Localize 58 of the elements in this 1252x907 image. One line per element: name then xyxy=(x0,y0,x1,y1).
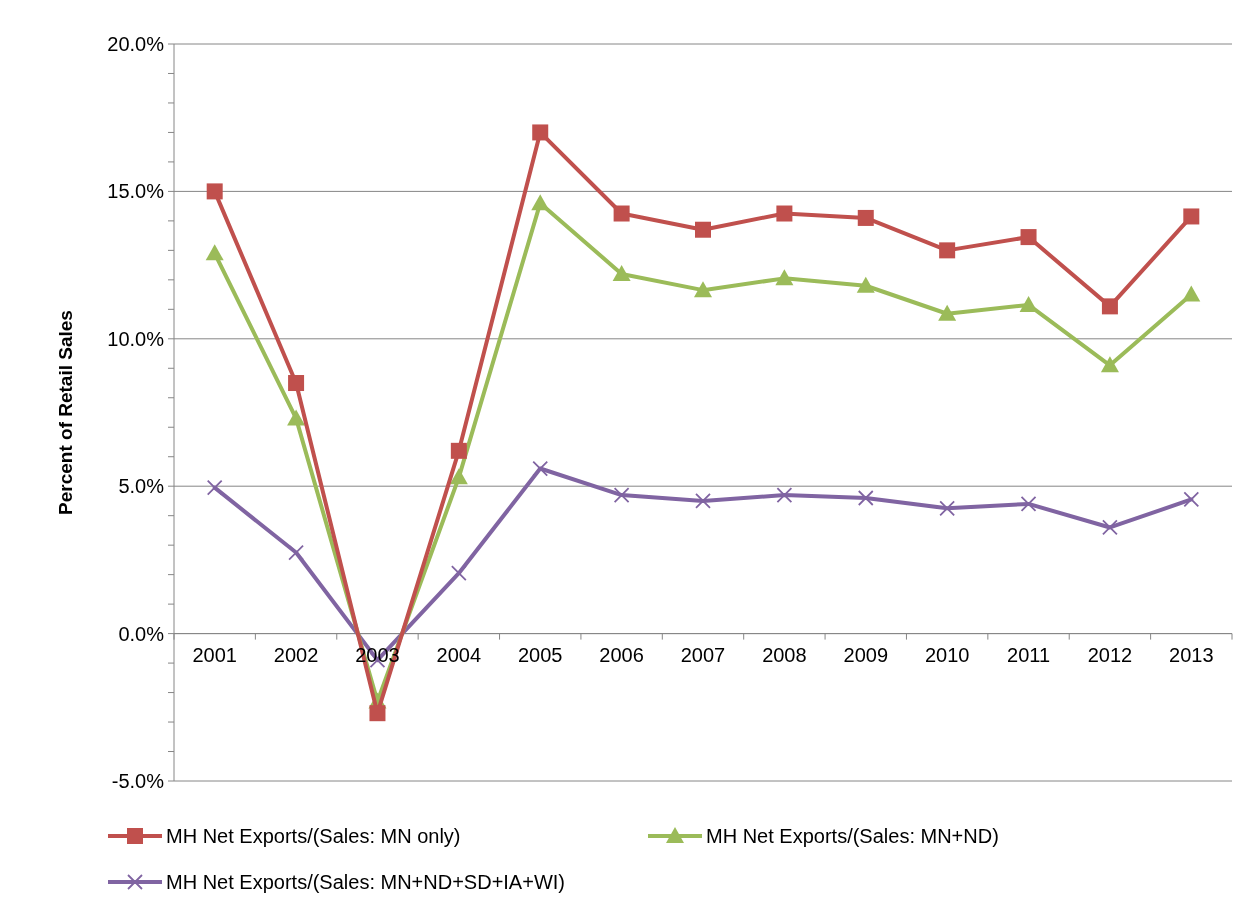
x-tick-label: 2006 xyxy=(599,643,644,666)
point xyxy=(775,269,794,286)
y-tick-label: 20.0% xyxy=(107,33,165,55)
point xyxy=(205,244,224,261)
point xyxy=(288,544,304,561)
point xyxy=(449,468,468,485)
point xyxy=(1101,298,1118,315)
legend-label: MH Net Exports/(Sales: MN+ND+SD+IA+WI) xyxy=(166,871,565,893)
point xyxy=(776,487,793,503)
x-tick-label: 2005 xyxy=(517,643,563,666)
point xyxy=(857,209,874,226)
x-tick-label: 2007 xyxy=(680,643,726,666)
x-tick-label: 2011 xyxy=(1007,643,1051,666)
point xyxy=(532,460,549,477)
x-tick-label: 2013 xyxy=(1169,643,1214,666)
y-tick-label: 10.0% xyxy=(107,327,165,350)
point xyxy=(1100,356,1119,373)
point xyxy=(938,304,957,321)
y-tick-label: 0.0% xyxy=(118,622,165,645)
point xyxy=(287,409,306,426)
point xyxy=(369,705,386,722)
y-tick-label: 5.0% xyxy=(118,475,165,498)
point xyxy=(1020,229,1037,246)
x-tick-label: 2009 xyxy=(843,643,889,666)
point xyxy=(939,500,956,517)
point xyxy=(531,194,550,211)
x-tick-label: 2012 xyxy=(1087,643,1133,666)
point xyxy=(695,493,711,509)
point xyxy=(939,242,956,259)
x-tick-label: 2001 xyxy=(192,643,237,666)
point xyxy=(613,205,630,222)
x-tick-label: 2008 xyxy=(762,643,807,666)
point xyxy=(1102,519,1118,536)
legend-label: MH Net Exports/(Sales: MN only) xyxy=(166,825,461,847)
y-axis-title: Percent of Retail Sales xyxy=(55,310,76,515)
point xyxy=(1183,208,1200,225)
point xyxy=(1182,285,1201,302)
y-tick-label: 15.0% xyxy=(107,180,165,203)
x-tick-label: 2002 xyxy=(273,643,319,666)
point xyxy=(288,375,305,392)
y-tick-label: -5.0% xyxy=(111,770,165,792)
point xyxy=(1183,491,1200,508)
point xyxy=(612,264,631,281)
point xyxy=(856,276,875,293)
legend-label: MH Net Exports/(Sales: MN+ND) xyxy=(706,825,999,847)
point xyxy=(450,442,467,459)
point xyxy=(776,205,793,222)
point xyxy=(1019,295,1038,312)
x-tick-label: 2004 xyxy=(436,643,482,666)
x-tick-label: 2010 xyxy=(924,643,970,666)
point xyxy=(532,124,549,141)
point xyxy=(694,281,712,298)
point xyxy=(695,221,711,238)
point xyxy=(206,183,223,200)
point xyxy=(857,490,874,506)
point xyxy=(613,487,630,503)
point xyxy=(206,479,223,496)
point xyxy=(1020,495,1037,512)
